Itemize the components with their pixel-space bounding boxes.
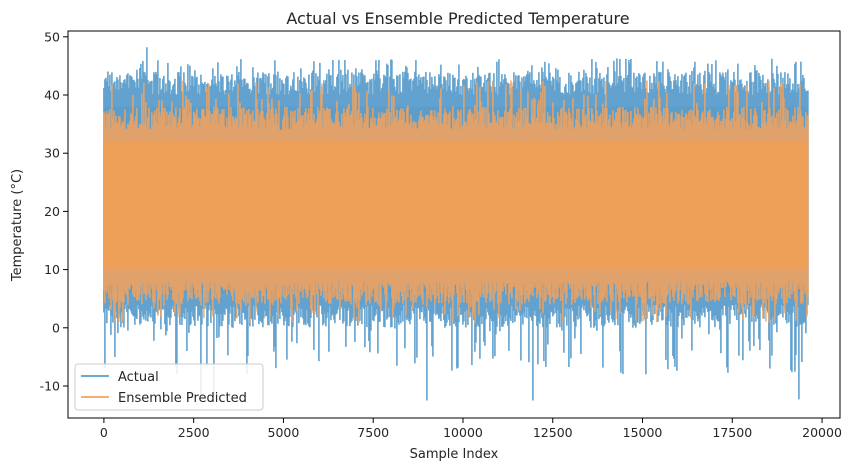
y-axis-label: Temperature (°C) — [10, 169, 25, 282]
x-axis-label: Sample Index — [410, 447, 499, 462]
legend-box — [74, 363, 264, 411]
y-tick-label: -10 — [40, 378, 60, 393]
x-tick-label: 15000 — [623, 425, 663, 440]
legend-predicted-label: Ensemble Predicted — [118, 391, 247, 406]
y-axis: -10 0 10 20 30 40 50 — [40, 29, 68, 393]
x-tick-label: 20000 — [802, 425, 842, 440]
y-tick-label: 20 — [44, 204, 60, 219]
legend: Actual Ensemble Predicted — [74, 363, 264, 411]
y-tick-label: 50 — [44, 29, 60, 44]
x-tick-label: 12500 — [533, 425, 573, 440]
x-tick-label: 17500 — [712, 425, 752, 440]
series-ensemble-predicted — [103, 80, 809, 324]
x-tick-label: 2500 — [178, 425, 210, 440]
x-tick-label: 7500 — [357, 425, 389, 440]
y-tick-label: 0 — [52, 320, 60, 335]
series-layer — [103, 47, 809, 401]
x-tick-label: 0 — [100, 425, 108, 440]
legend-actual-label: Actual — [118, 370, 159, 385]
plot-area — [67, 30, 841, 419]
chart-title: Actual vs Ensemble Predicted Temperature — [286, 9, 629, 28]
x-tick-label: 10000 — [443, 425, 483, 440]
y-tick-label: 40 — [44, 88, 60, 103]
x-axis: 0 2500 5000 7500 10000 12500 15000 17500 20000 — [100, 418, 842, 440]
y-tick-label: 30 — [44, 146, 60, 161]
x-tick-label: 5000 — [268, 425, 300, 440]
y-tick-label: 10 — [44, 262, 60, 277]
plot-frame — [67, 30, 841, 419]
